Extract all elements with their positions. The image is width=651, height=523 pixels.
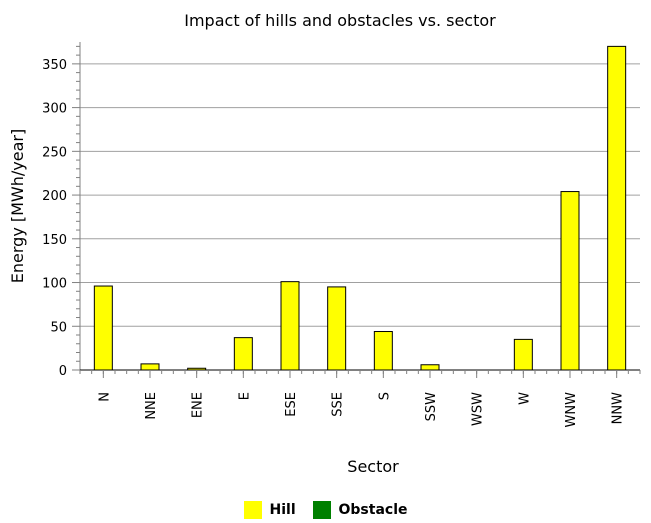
x-axis-title: Sector [347, 457, 399, 476]
x-tick-label: W [517, 392, 532, 405]
x-tick-label: WSW [471, 392, 486, 426]
gridlines [80, 63, 640, 327]
legend-item-hill: Hill [243, 501, 296, 519]
legend-swatch-obstacle [312, 501, 331, 519]
legend-label-obstacle: Obstacle [338, 502, 408, 518]
bar-hill-wnw [560, 191, 580, 371]
x-tick-labels: N NNE ENE E ESE SSE S SSW WSW W WNW NNW [97, 392, 625, 428]
x-tick-label: SSE [331, 392, 346, 417]
bar-hill-n [93, 285, 113, 371]
legend: Hill Obstacle [0, 501, 651, 523]
y-tick-label: 300 [42, 102, 67, 117]
y-axis-title: Energy [MWh/year] [8, 129, 27, 283]
x-tick-label: SSW [424, 392, 439, 422]
y-tick-label: 0 [59, 364, 67, 379]
bar-hill-nne [140, 363, 160, 371]
x-tick-label: ESE [284, 392, 299, 417]
axes [72, 42, 641, 378]
x-tick-label: S [377, 392, 392, 400]
legend-item-obstacle: Obstacle [312, 501, 408, 519]
y-tick-label: 200 [42, 189, 67, 204]
bar-hill-s [373, 331, 393, 371]
bar-hill-ssw [420, 364, 440, 371]
legend-swatch-hill [243, 501, 262, 519]
y-tick-label: 100 [42, 277, 67, 292]
bar-hill-e [233, 337, 253, 371]
bar-hill-w [513, 338, 533, 371]
y-tick-labels: 0 50 100 150 200 250 300 350 [42, 58, 67, 379]
y-tick-label: 350 [42, 58, 67, 73]
bars [93, 45, 627, 371]
x-tick-label: WNW [564, 392, 579, 428]
x-tick-label: NNE [144, 392, 159, 420]
x-tick-label: ENE [191, 392, 206, 418]
chart-title: Impact of hills and obstacles vs. sector [184, 11, 496, 30]
y-tick-label: 150 [42, 233, 67, 248]
bar-hill-nnw [607, 45, 627, 371]
x-tick-label: NNW [611, 392, 626, 424]
legend-label-hill: Hill [269, 502, 296, 518]
bar-hill-sse [327, 286, 347, 371]
x-tick-label: N [97, 392, 112, 402]
y-tick-label: 250 [42, 145, 67, 160]
y-tick-label: 50 [50, 320, 67, 335]
bar-hill-ese [280, 281, 300, 371]
x-tick-label: E [237, 392, 252, 400]
